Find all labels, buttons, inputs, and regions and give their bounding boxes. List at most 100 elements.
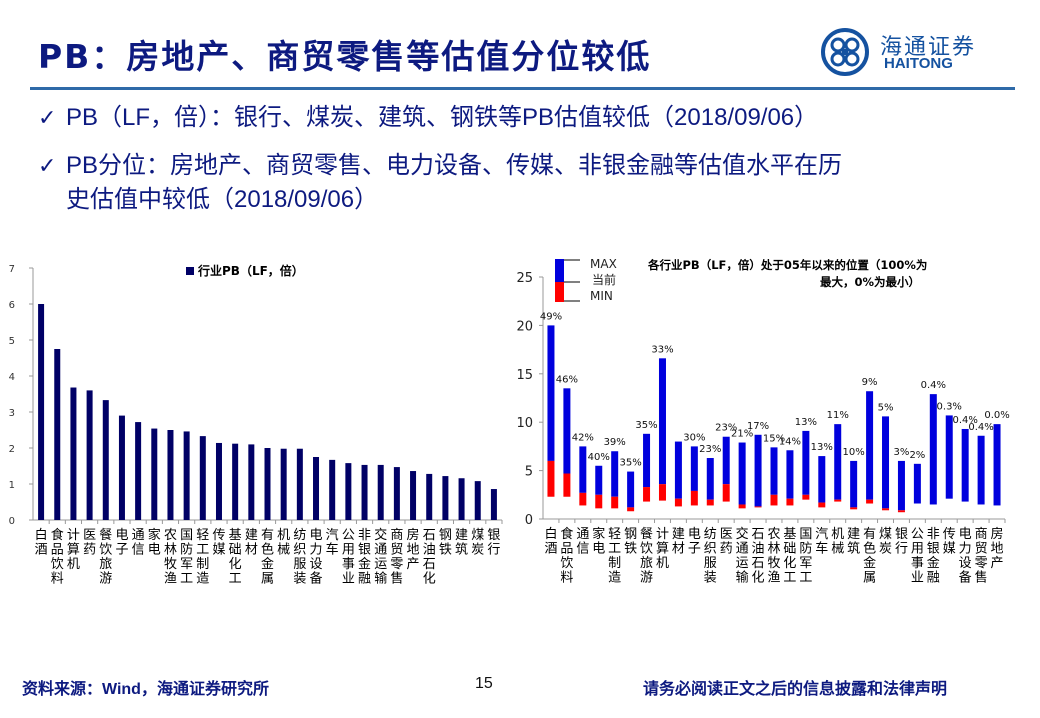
x-tick-label: 工 [180,572,193,587]
data-label: 2% [909,450,925,461]
x-tick-label: 牧 [164,557,177,572]
x-tick-label: 子 [688,542,701,557]
x-tick-label: 汽 [815,527,828,542]
x-tick-label: 化 [229,557,242,572]
x-tick-label: 事 [911,556,924,571]
x-tick-label: 计 [656,527,669,542]
x-tick-label: 饮 [51,557,64,572]
logo-name-en: HAITONG [884,55,953,72]
x-tick-label: 餐 [640,526,653,542]
data-label: 0.4% [968,422,993,433]
x-tick-label: 属 [261,572,274,587]
x-tick-label: 房 [407,527,420,543]
range-lower-bar-食品饮料 [563,473,571,497]
range-upper-bar-农林牧渔 [770,447,778,495]
x-tick-label: 牧 [767,556,780,571]
x-tick-label: 地 [991,542,1004,557]
bar-轻工制造 [199,436,206,520]
bar-农林牧渔 [167,430,174,520]
x-tick-label: 设 [959,556,972,571]
x-tick-label: 电 [115,528,128,543]
x-tick-label: 化 [783,556,796,571]
pb-percentile-chart: 051015202549%白酒46%食品饮料42%通信40%家电39%轻工制造3… [516,257,1009,586]
bar-石油石化 [426,473,433,520]
x-tick-label: 非 [358,528,371,543]
data-label: 23% [715,423,737,434]
x-tick-label: 子 [115,543,128,558]
industry-pb-chart: 01234567白酒食品饮料计算机医药餐饮旅游电子通信家电农林牧渔国防军工轻工制… [9,263,503,587]
range-upper-bar-非银金融 [929,394,937,505]
bar-商贸零售 [393,467,400,520]
x-tick-label: 电 [148,543,161,558]
range-upper-bar-食品饮料 [563,388,571,474]
x-tick-label: 交 [374,527,387,543]
checkmark-icon: ✓ [38,153,57,178]
x-tick-label: 公 [911,527,924,542]
x-tick-label: 商 [975,527,988,542]
range-upper-bar-石油石化 [754,434,762,507]
x-tick-label: 业 [911,571,924,586]
x-tick-label: 渔 [164,572,177,587]
x-tick-label: 装 [704,571,717,586]
x-tick-label: 筑 [455,542,468,558]
range-lower-bar-基础化工 [786,498,794,506]
x-tick-label: 银 [487,528,500,543]
data-label: 13% [795,417,817,428]
legend-swatch-max [555,259,564,282]
y-tick-label: 10 [516,416,533,431]
range-lower-bar-钢铁 [627,507,635,512]
x-tick-label: 输 [374,571,387,587]
range-upper-bar-计算机 [658,358,666,485]
x-tick-label: 纺 [704,527,717,542]
x-tick-label: 药 [83,543,96,558]
x-tick-label: 石 [752,556,765,571]
range-upper-bar-国防军工 [802,430,810,495]
bar-食品饮料 [54,349,61,520]
bar-通信 [135,422,142,520]
bar-非银金融 [361,464,368,520]
range-upper-bar-机械 [834,424,842,500]
x-tick-label: 工 [608,542,621,557]
x-tick-label: 通 [132,528,145,543]
range-upper-bar-餐饮旅游 [643,433,651,488]
x-tick-label: 军 [180,557,193,572]
data-label: 0.4% [952,415,977,426]
bullet-pb-percentile-cont: 史估值中较低（2018/09/06） [66,186,379,213]
data-label: 10% [843,447,865,458]
data-label: 49% [540,311,562,322]
bar-传媒 [215,442,222,520]
x-tick-label: 家 [148,527,161,543]
x-tick-label: 铁 [624,542,637,557]
x-tick-label: 服 [704,556,717,571]
page-number: 15 [475,675,493,692]
y-tick-label: 3 [9,408,15,419]
x-tick-label: 铁 [439,543,452,558]
range-upper-bar-医药 [722,436,730,485]
range-lower-bar-交通运输 [738,504,746,509]
x-tick-label: 算 [656,542,669,557]
x-tick-label: 电 [310,528,323,543]
x-tick-label: 贸 [975,542,988,557]
x-tick-label: 建 [672,527,685,542]
x-tick-label: 信 [132,543,145,558]
x-tick-label: 房 [991,526,1004,542]
y-tick-label: 15 [516,368,533,383]
x-tick-label: 融 [927,571,940,586]
range-lower-bar-有色金属 [866,499,874,504]
range-upper-bar-建材 [674,441,682,499]
bullet-text: PB分位：房地产、商贸零售、电力设备、传媒、非银金融等估值水平在历 [66,152,843,179]
x-tick-label: 钢 [624,527,637,542]
x-tick-label: 轻 [196,528,209,543]
bar-汽车 [329,459,336,520]
range-lower-bar-医药 [722,484,730,502]
x-tick-label: 酒 [35,543,48,558]
x-tick-label: 农 [767,527,780,542]
x-tick-label: 建 [847,527,860,542]
range-lower-bar-建筑 [850,507,858,510]
bar-计算机 [70,387,77,520]
bar-家电 [151,428,158,520]
x-tick-label: 制 [608,556,621,571]
bullet-pb-percentile: ✓ PB分位：房地产、商贸零售、电力设备、传媒、非银金融等估值水平在历 [38,145,842,180]
x-tick-label: 炭 [471,543,484,558]
range-upper-bar-煤炭 [882,416,890,509]
